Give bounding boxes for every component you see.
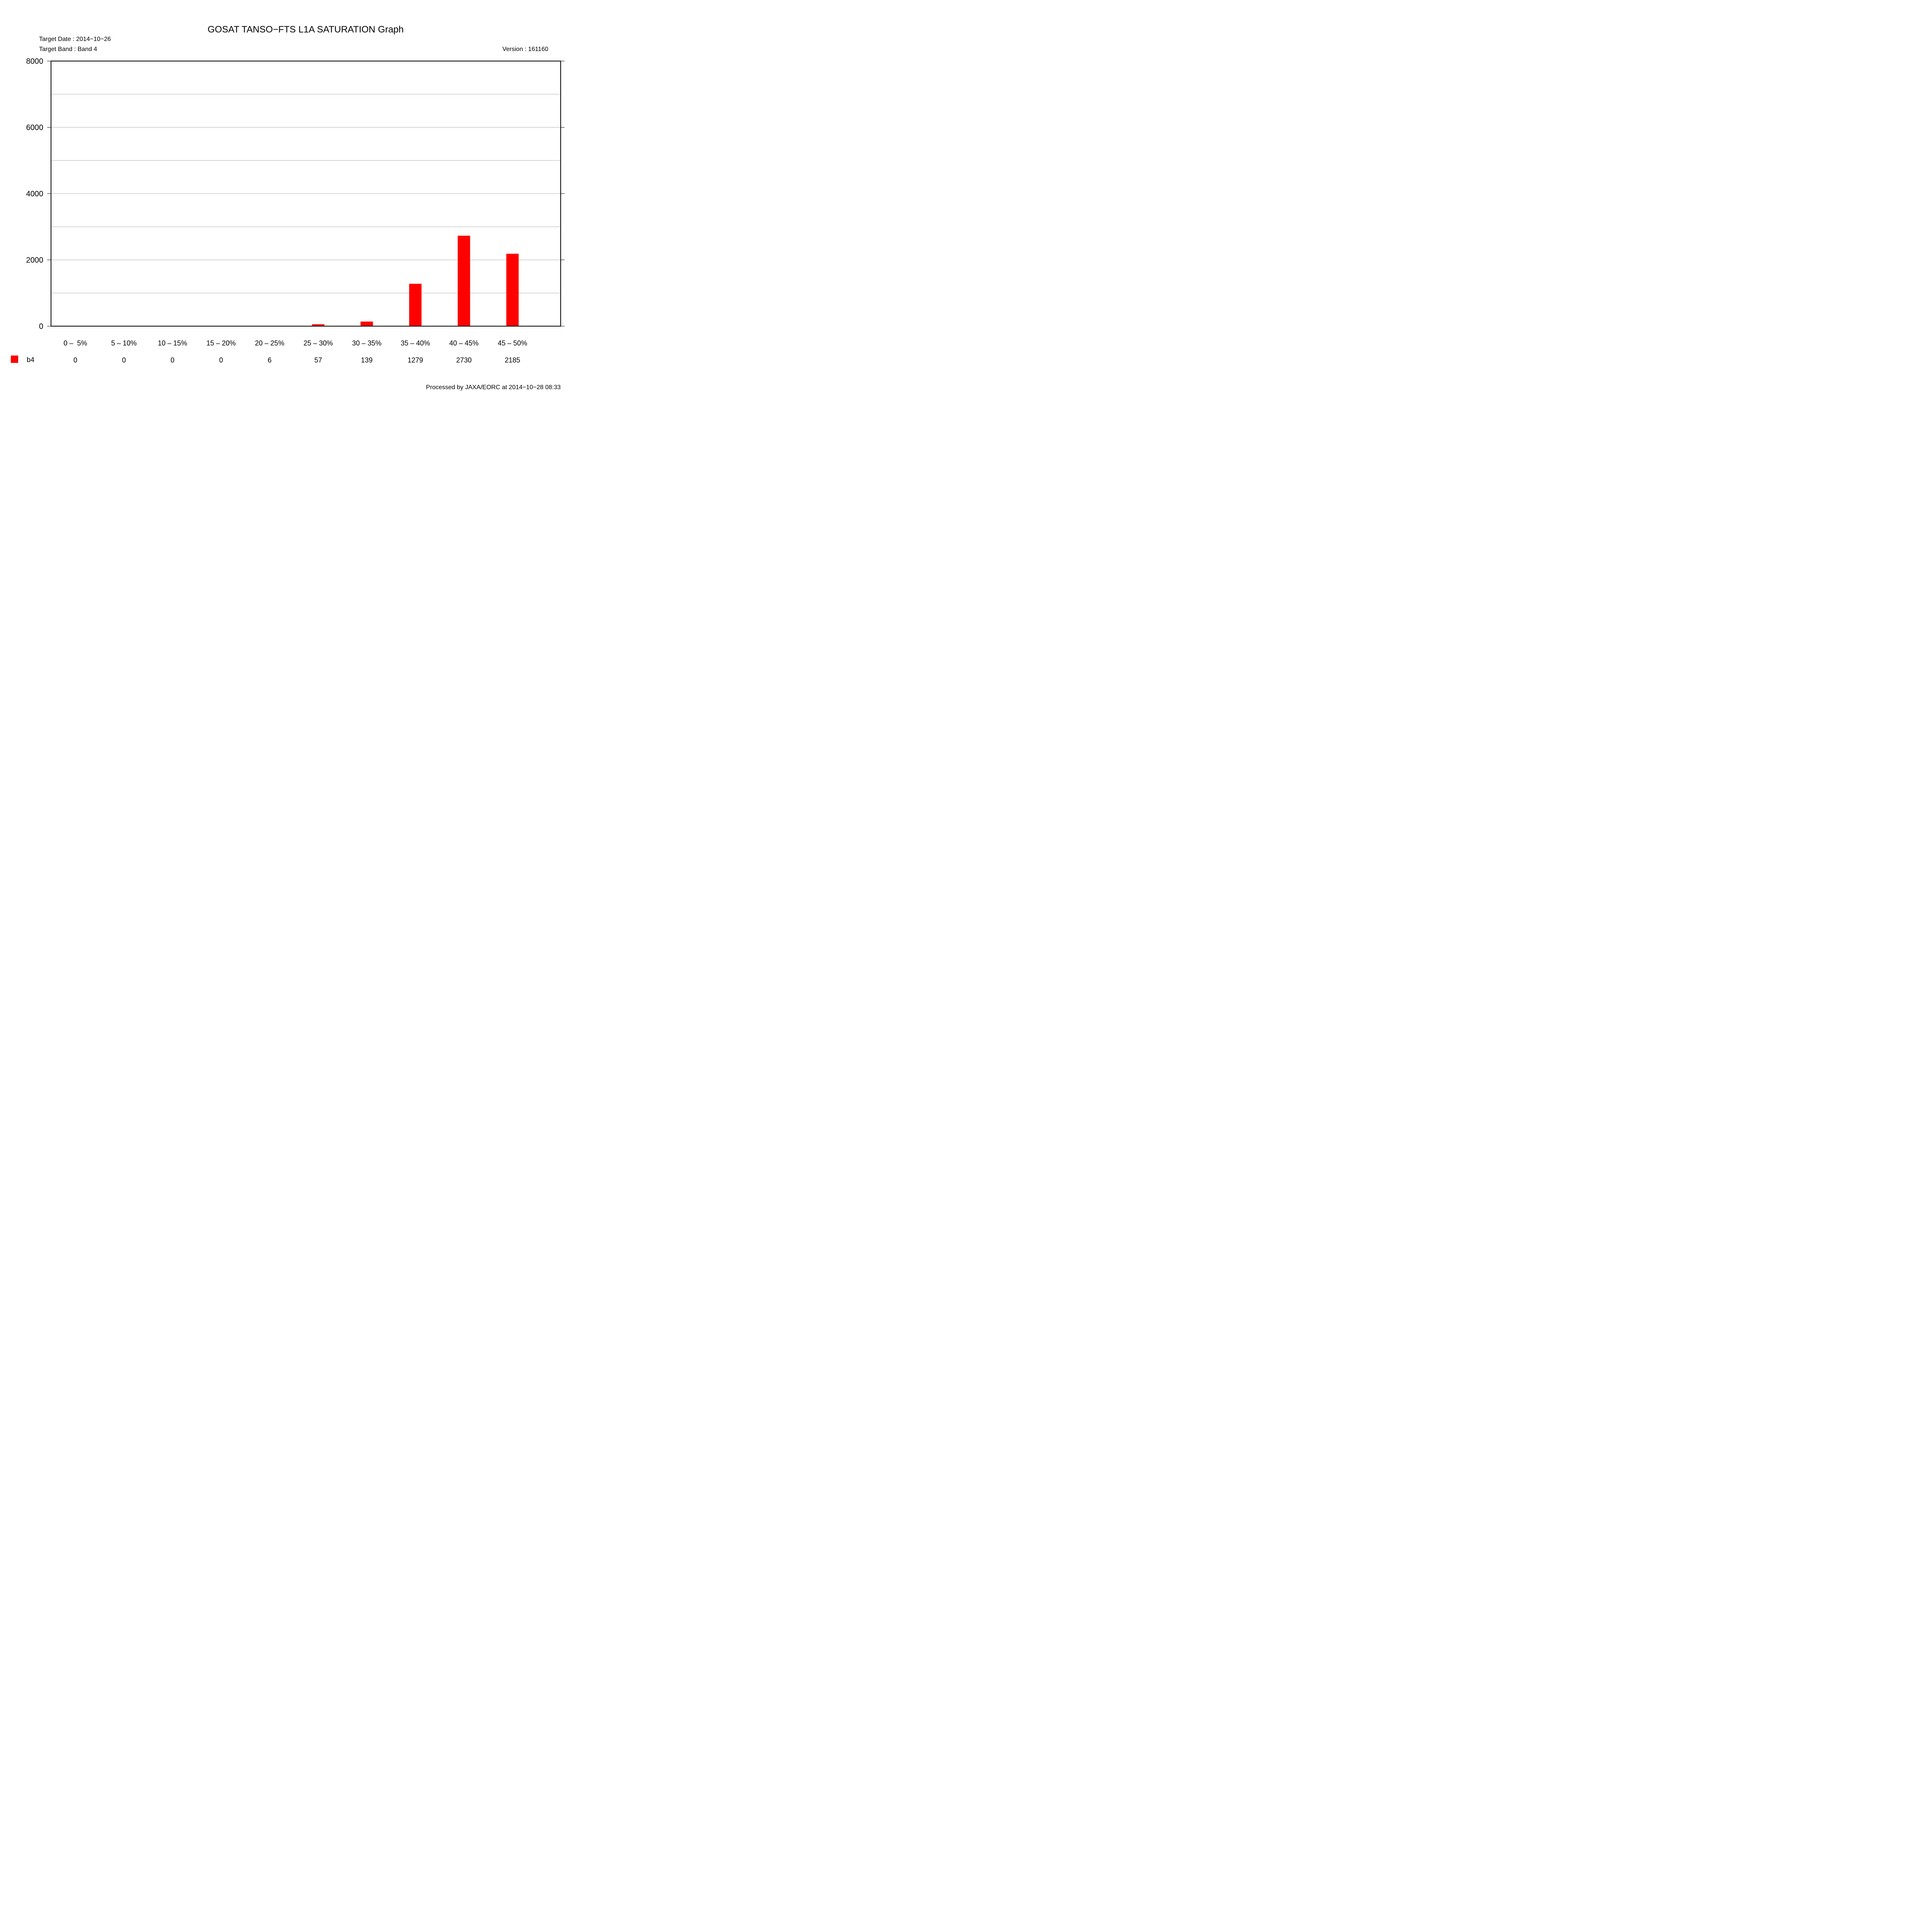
value-label-b4: 0 [73,356,77,364]
bar-b4-7 [409,284,422,326]
x-category-label: 10 – 15% [158,339,187,347]
y-tick-label: 0 [39,322,43,331]
value-label-b4: 139 [361,356,372,364]
bar-b4-8 [457,235,470,326]
x-axis-categories: 0 – 5% 5 – 10% 10 – 15% 15 – 20% 20 – 25% 25 … [63,339,527,347]
y-tick-label: 6000 [26,124,44,132]
y-tick-label: 2000 [26,256,44,265]
x-category-label: 25 – 30% [303,339,333,347]
x-category-label: 30 – 35% [352,339,381,347]
bar-b4-6 [361,322,373,326]
bars [263,235,519,326]
version-label: Version : 161160 [502,46,548,53]
value-label-b4: 2185 [505,356,520,364]
x-category-label: 15 – 20% [206,339,236,347]
y-axis: 0 2000 4000 6000 8000 [26,57,565,331]
value-label-b4: 6 [268,356,272,364]
processed-by-label: Processed by JAXA/EORC at 2014−10−28 08:… [426,384,561,391]
x-category-label: 0 – 5% [63,339,87,347]
value-label-b4: 0 [219,356,223,364]
y-tick-label: 4000 [26,190,44,198]
y-tick-label: 8000 [26,57,44,66]
target-date-label: Target Date : 2014−10−26 [39,36,111,43]
legend-label-b4: b4 [27,356,34,364]
x-category-label: 35 – 40% [401,339,430,347]
value-label-b4: 0 [170,356,174,364]
value-label-b4: 0 [122,356,126,364]
x-category-label: 5 – 10% [111,339,137,347]
x-category-label: 20 – 25% [255,339,284,347]
target-band-label: Target Band : Band 4 [39,46,97,53]
gridlines [51,94,561,293]
x-category-label: 45 – 50% [498,339,527,347]
value-label-b4: 1279 [408,356,423,364]
value-label-b4: 57 [314,356,322,364]
chart-root: GOSAT TANSO−FTS L1A SATURATION Graph Tar… [0,0,603,426]
chart-title: GOSAT TANSO−FTS L1A SATURATION Graph [207,24,403,35]
x-category-label: 40 – 45% [449,339,479,347]
saturation-bar-chart: GOSAT TANSO−FTS L1A SATURATION Graph Tar… [11,24,565,391]
bar-b4-9 [506,254,519,326]
value-label-b4: 2730 [456,356,472,364]
value-table-row: 0 0 0 0 6 57 139 1279 2730 2185 [73,356,520,364]
legend-swatch-b4 [11,356,18,363]
bar-b4-5 [312,324,325,326]
